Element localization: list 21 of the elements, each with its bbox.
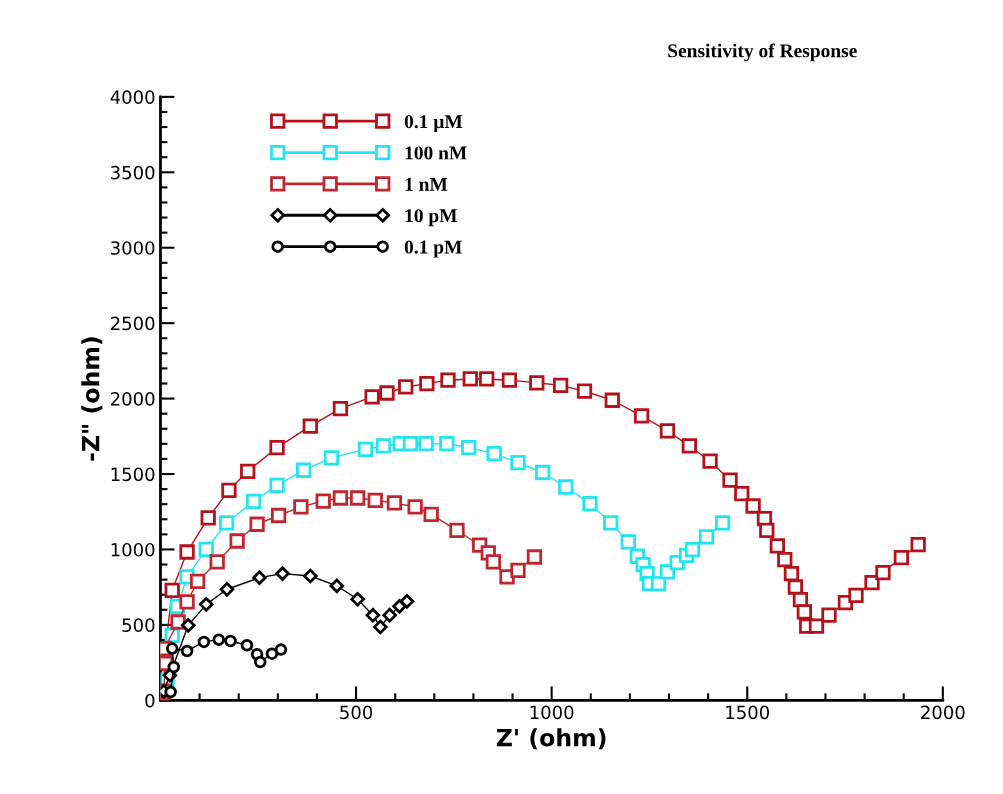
y-tick-label: 3000 xyxy=(111,241,155,255)
legend-label: 0.1 pM xyxy=(404,240,462,258)
y-tick-label: 1500 xyxy=(111,467,155,482)
y-tick-label: 4000 xyxy=(110,90,155,104)
y-tick-label: 3500 xyxy=(111,165,155,180)
legend-label: 0.1 µM xyxy=(404,115,463,133)
x-tick-label: 2000 xyxy=(921,705,965,720)
y-tick-label: 500 xyxy=(122,618,155,632)
y-tick-label: 0 xyxy=(145,693,155,708)
y-tick-label: 2000 xyxy=(110,392,155,406)
legend-label: 100 nM xyxy=(405,146,467,160)
y-tick-label: 1000 xyxy=(111,542,155,557)
legend-label: 1 nM xyxy=(405,177,448,191)
x-tick-label: 500 xyxy=(340,705,373,720)
chart-title: Sensitivity of Response xyxy=(668,43,857,62)
y-axis-title: -Z" (ohm) xyxy=(81,337,103,461)
x-tick-label: 1000 xyxy=(530,705,574,720)
x-axis-title: Z' (ohm) xyxy=(496,728,606,750)
y-tick-label: 2500 xyxy=(110,316,155,331)
x-tick-label: 1500 xyxy=(726,705,770,720)
legend-label: 10 pM xyxy=(405,209,457,227)
